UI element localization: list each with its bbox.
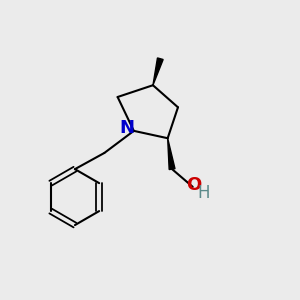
- Polygon shape: [168, 138, 175, 170]
- Text: H: H: [198, 184, 210, 202]
- Text: N: N: [119, 119, 134, 137]
- Text: O: O: [187, 176, 202, 194]
- Polygon shape: [153, 58, 163, 85]
